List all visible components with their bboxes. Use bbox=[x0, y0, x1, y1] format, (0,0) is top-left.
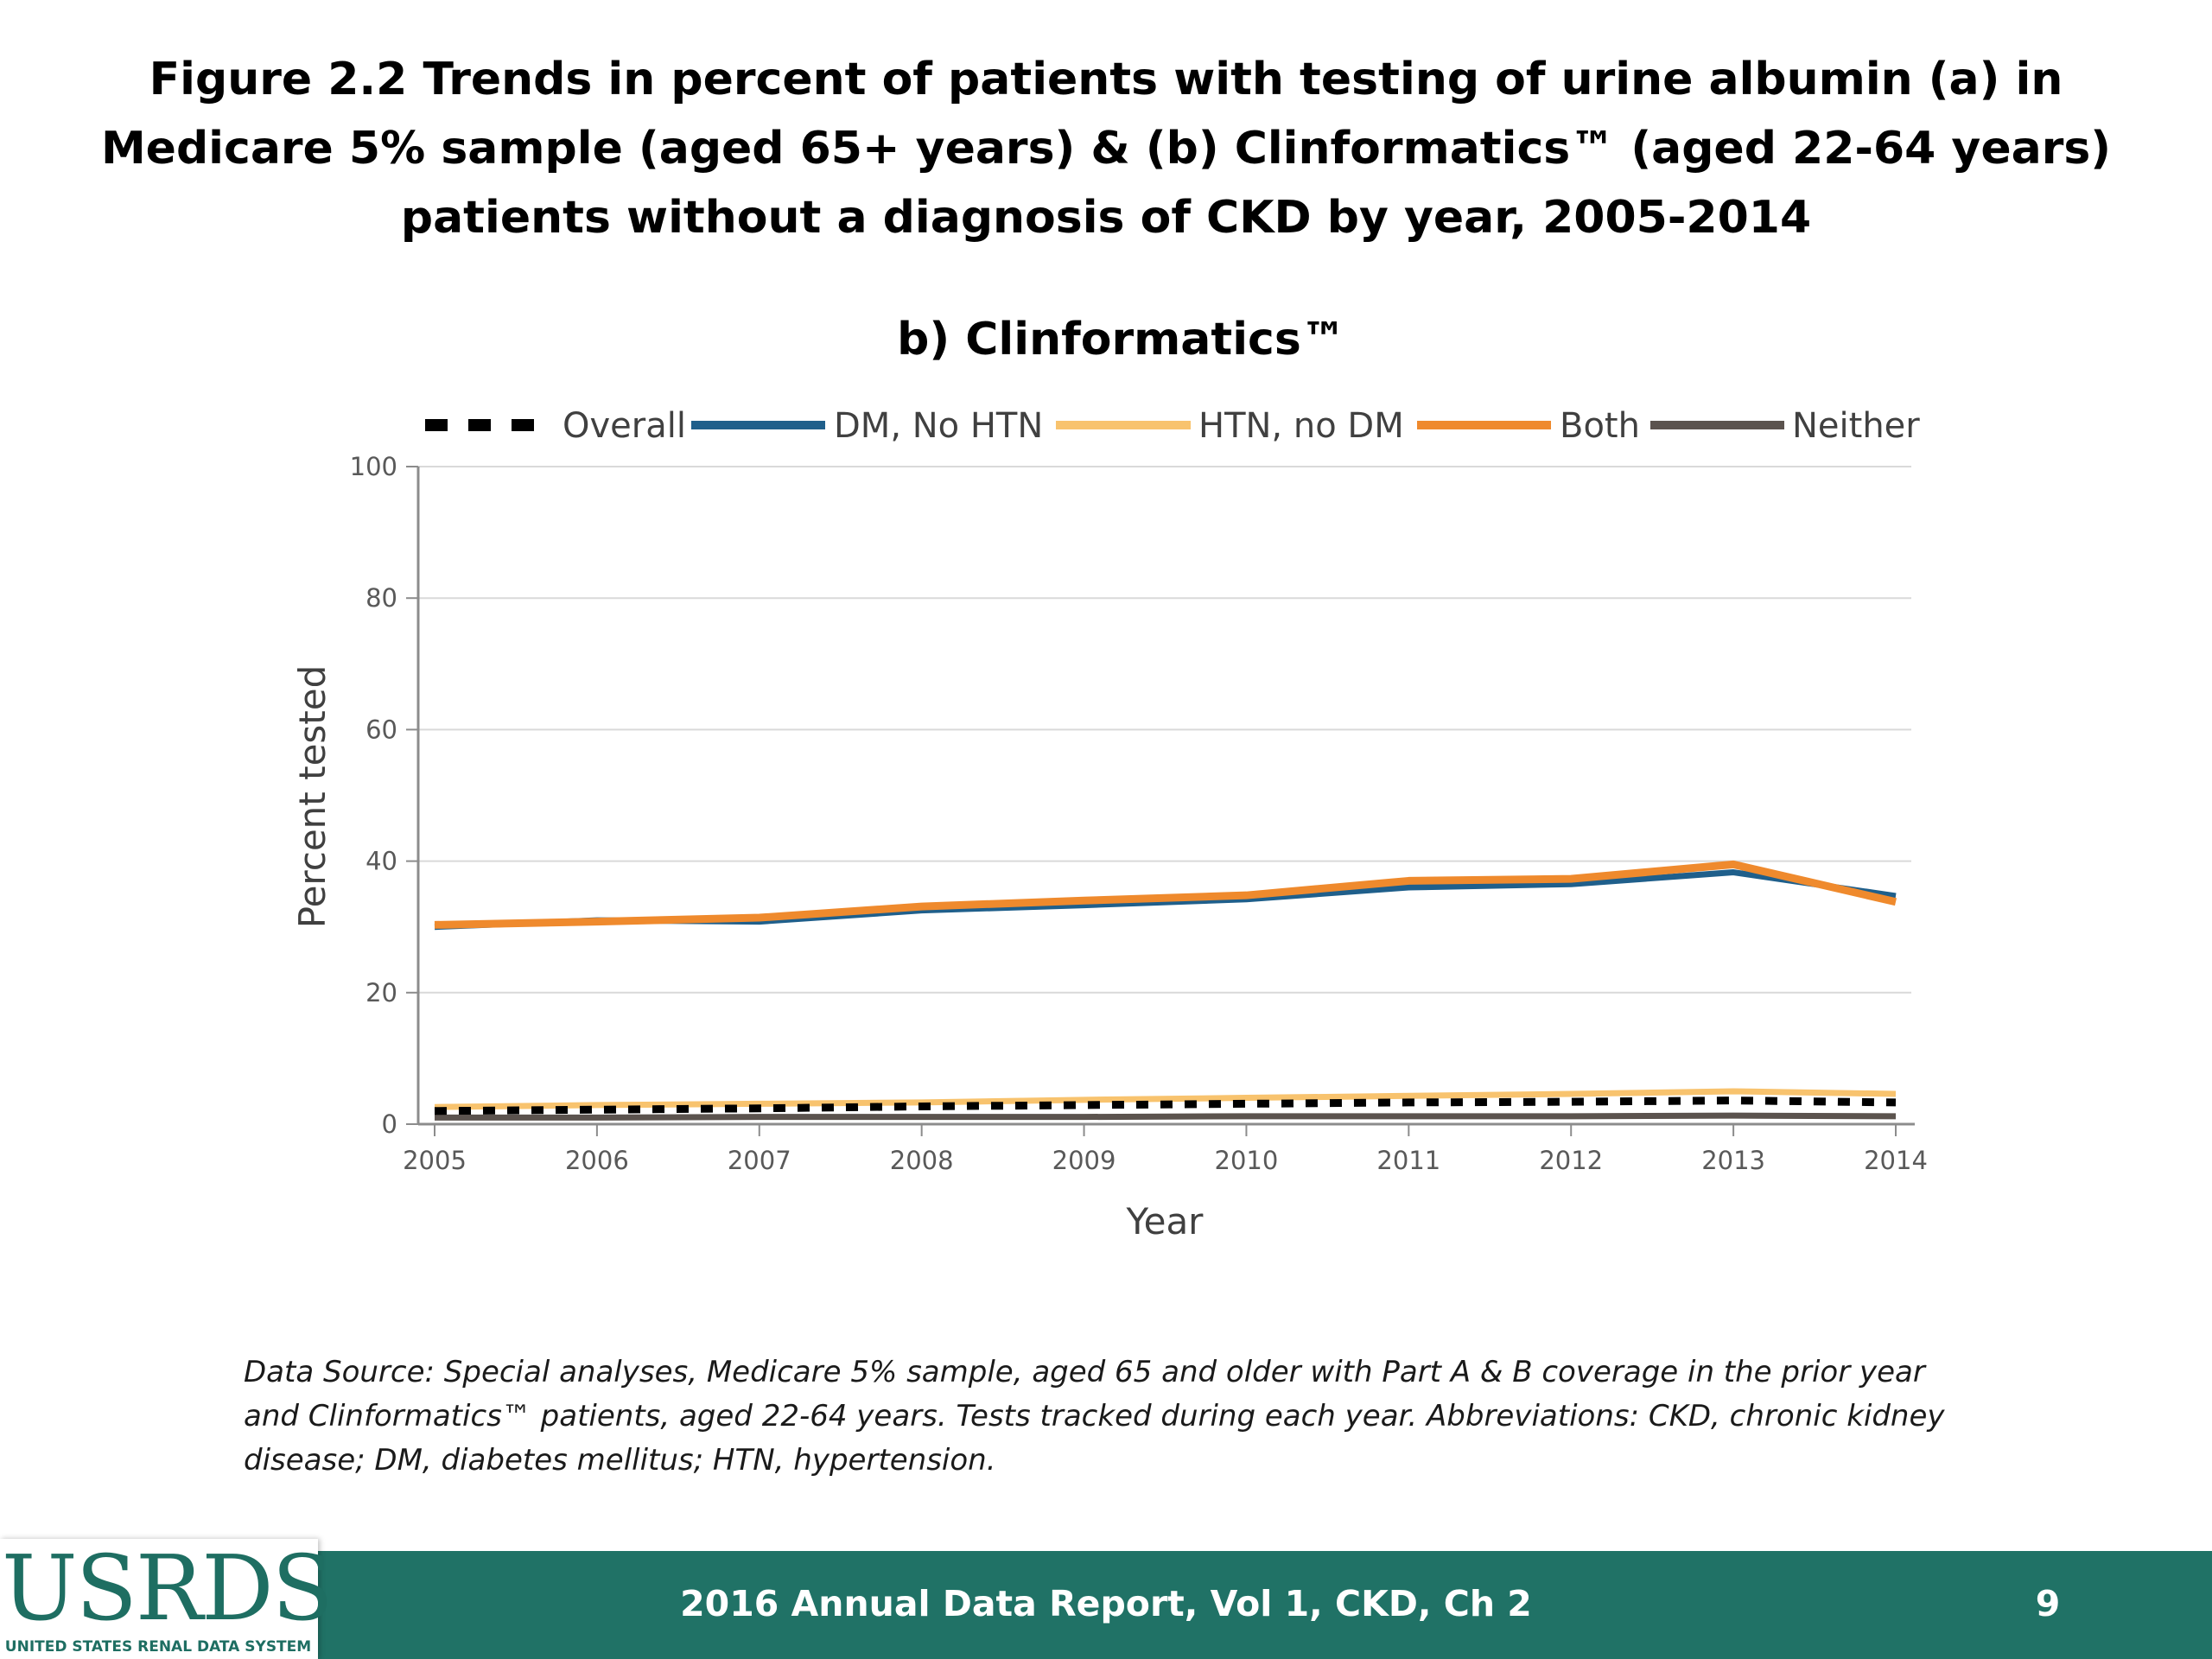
x-tick-label: 2014 bbox=[1864, 1146, 1928, 1175]
y-tick-label: 60 bbox=[365, 715, 397, 744]
y-tick-label: 100 bbox=[350, 452, 397, 481]
legend-label-overall: Overall bbox=[563, 406, 686, 446]
series-lines bbox=[434, 860, 1897, 1121]
x-tick-label: 2009 bbox=[1052, 1146, 1116, 1175]
chart-title: b) Clinformatics™ bbox=[897, 314, 1346, 365]
legend-label-neither: Neither bbox=[1792, 406, 1920, 446]
gridlines bbox=[418, 466, 1911, 994]
x-tick-label: 2013 bbox=[1701, 1146, 1765, 1175]
series-line-overall bbox=[434, 1096, 1897, 1116]
x-tick-label: 2010 bbox=[1215, 1146, 1279, 1175]
footer-text: 2016 Annual Data Report, Vol 1, CKD, Ch … bbox=[680, 1583, 1532, 1624]
x-axis-title: Year bbox=[1126, 1200, 1205, 1243]
x-tick-label: 2011 bbox=[1376, 1146, 1440, 1175]
slide-title: Figure 2.2 Trends in percent of patients… bbox=[100, 54, 2112, 244]
logo-wordmark: USRDS bbox=[2, 1535, 334, 1641]
y-tick-label: 20 bbox=[365, 978, 397, 1007]
y-tick-label: 0 bbox=[382, 1109, 397, 1139]
chart: b) Clinformatics™ Overall DM, No HTN HTN, … bbox=[291, 314, 1928, 1243]
series-line-neither bbox=[435, 1112, 1897, 1121]
source-note: Data Source: Special analyses, Medicare … bbox=[244, 1355, 1945, 1478]
x-tick-label: 2007 bbox=[728, 1146, 791, 1175]
footer-bar bbox=[0, 1551, 2212, 1659]
series-line-both bbox=[434, 860, 1897, 929]
x-tick-label: 2008 bbox=[890, 1146, 954, 1175]
y-tick-label: 80 bbox=[365, 583, 397, 613]
axes: 0 20 40 60 80 100 2005 2006 2007 2008 2009 2010 2011… bbox=[350, 452, 1928, 1175]
legend-label-both: Both bbox=[1560, 406, 1640, 446]
x-tick-label: 2006 bbox=[565, 1146, 629, 1175]
y-axis-title: Percent tested bbox=[291, 665, 334, 929]
page-number: 9 bbox=[2035, 1583, 2061, 1624]
y-tick-label: 40 bbox=[365, 847, 397, 876]
legend: Overall DM, No HTN HTN, no DM Both Neither bbox=[425, 406, 1920, 446]
series-line-htn-no-dm bbox=[434, 1088, 1897, 1110]
legend-label-htn-no-dm: HTN, no DM bbox=[1198, 406, 1404, 446]
x-tick-label: 2012 bbox=[1539, 1146, 1603, 1175]
logo bbox=[0, 1539, 318, 1659]
logo-subtext: UNITED STATES RENAL DATA SYSTEM bbox=[4, 1638, 312, 1656]
x-tick-label: 2005 bbox=[403, 1146, 467, 1175]
legend-label-dm-no-htn: DM, No HTN bbox=[834, 406, 1043, 446]
